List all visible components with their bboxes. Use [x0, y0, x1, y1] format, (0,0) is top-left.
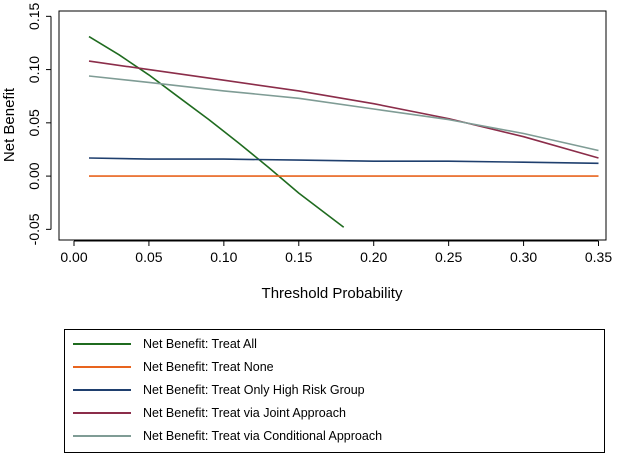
x-axis-title: Threshold Probability [262, 285, 403, 302]
x-tick-label: 0.05 [135, 249, 162, 265]
legend: Net Benefit: Treat All Net Benefit: Treat… [64, 329, 605, 453]
legend-label: Net Benefit: Treat All [143, 337, 257, 351]
legend-item: Net Benefit: Treat Only High Risk Group [73, 381, 365, 399]
legend-swatch [73, 412, 131, 414]
series-layer [88, 35, 599, 228]
legend-swatch [73, 366, 131, 368]
series-line-5 [88, 75, 599, 152]
x-tick-label: 0.30 [510, 249, 537, 265]
series-line-1 [88, 35, 345, 228]
series-line-3 [88, 157, 599, 165]
series-line-4 [88, 60, 599, 159]
x-tick-label: 0.35 [585, 249, 612, 265]
legend-item: Net Benefit: Treat via Joint Approach [73, 404, 346, 422]
y-tick-label: 0.15 [26, 2, 42, 29]
x-tick-label: 0.25 [435, 249, 462, 265]
y-tick-label: -0.05 [26, 213, 42, 245]
x-tick-label: 0.15 [285, 249, 312, 265]
legend-swatch [73, 389, 131, 391]
legend-label: Net Benefit: Treat None [143, 360, 274, 374]
y-tick-label: 0.00 [26, 162, 42, 189]
x-tick-label: 0.20 [360, 249, 387, 265]
legend-item: Net Benefit: Treat All [73, 335, 257, 353]
legend-label: Net Benefit: Treat via Joint Approach [143, 406, 346, 420]
y-axis-title: Net Benefit [1, 87, 18, 162]
y-axis: -0.05 0.00 0.05 0.10 0.15 [26, 2, 52, 245]
x-tick-label: 0.00 [60, 249, 87, 265]
legend-item: Net Benefit: Treat None [73, 358, 274, 376]
chart: -0.050.000.050.100.15 0.00 0.05 0.10 0.15 0.… [1, 2, 612, 302]
legend-swatch [73, 435, 131, 437]
y-tick-label: 0.05 [26, 109, 42, 136]
legend-label: Net Benefit: Treat Only High Risk Group [143, 383, 365, 397]
legend-label: Net Benefit: Treat via Conditional Appro… [143, 429, 383, 443]
legend-item: Net Benefit: Treat via Conditional Appro… [73, 427, 382, 445]
x-axis: 0.00 0.05 0.10 0.15 0.20 0.25 0.30 0.35 [60, 240, 612, 265]
y-tick-label: 0.10 [26, 56, 42, 83]
x-tick-label: 0.10 [210, 249, 237, 265]
legend-swatch [73, 343, 131, 345]
plot-area [58, 10, 607, 241]
